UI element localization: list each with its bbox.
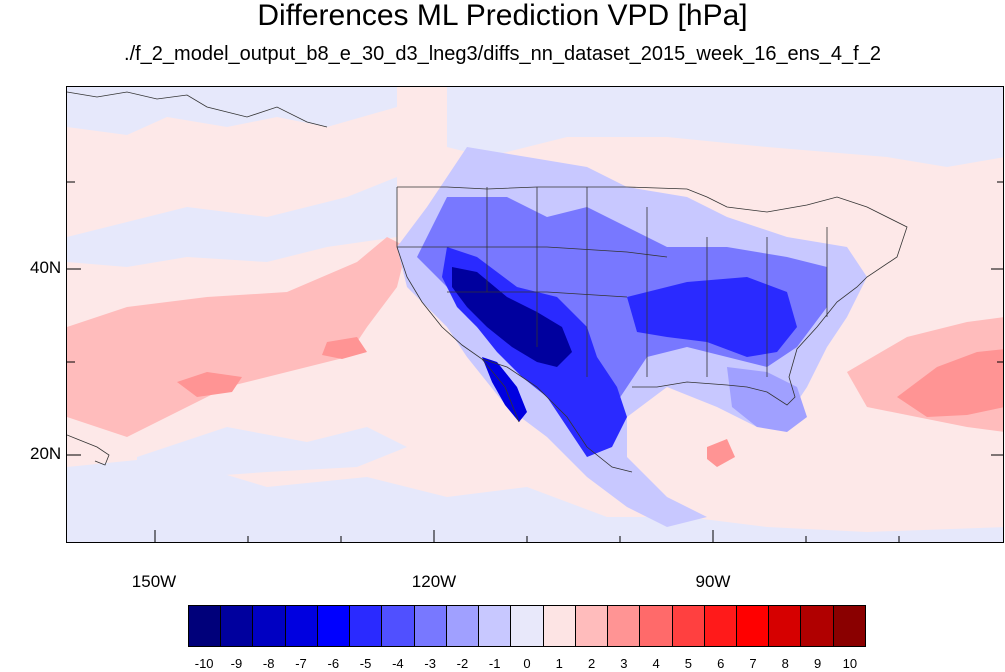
north-pacific-negative-2 <box>447 87 1003 167</box>
hawaii-outline <box>67 434 110 466</box>
colorbar-tick-label: -7 <box>295 656 307 671</box>
colorbar-swatch <box>382 606 415 646</box>
colorbar-swatch <box>511 606 544 646</box>
colorbar-swatch <box>253 606 286 646</box>
colorbar-tick-label: -8 <box>262 656 275 671</box>
pacific-positive-patch-1 <box>177 372 242 397</box>
colorbar-swatch <box>350 606 383 646</box>
colorbar-swatch <box>704 606 737 646</box>
colorbar-swatch <box>801 606 834 646</box>
colorbar-swatch <box>446 606 480 646</box>
pacific-positive-band <box>67 237 407 437</box>
colorbar-tick-label: -1 <box>488 656 501 671</box>
colorbar-tick-label: -2 <box>456 656 469 671</box>
colorbar-swatch <box>575 606 609 646</box>
map-ticks <box>67 181 1003 542</box>
colorbar-tick-label: 5 <box>684 656 693 671</box>
map-panel <box>66 86 1004 543</box>
colorbar-tick-label: -3 <box>424 656 436 671</box>
colorbar-swatch <box>769 606 802 646</box>
lon-label-90w: 90W <box>695 572 731 591</box>
mid-pacific-light-blue <box>137 427 407 482</box>
atlantic-positive-core <box>897 349 1003 417</box>
colorbar-tick-label: 6 <box>717 656 725 671</box>
chart-subtitle: ./f_2_model_output_b8_e_30_d3_lneg3/diff… <box>124 43 881 65</box>
colorbar-swatch <box>414 606 447 646</box>
colorbar-swatch <box>221 606 254 646</box>
lon-label-120w: 120W <box>411 572 457 591</box>
south-pacific-negative <box>67 457 1003 542</box>
colorbar-tick-label: 7 <box>749 656 757 671</box>
colorbar-swatch <box>608 606 641 646</box>
colorbar-tick-label: 9 <box>813 656 822 671</box>
colorbar-swatch <box>672 606 705 646</box>
colorbar-swatch <box>833 606 865 646</box>
colorbar-tick-label: 3 <box>620 656 628 671</box>
colorbar-tick-label: 8 <box>781 656 789 671</box>
southeast-negative-core <box>627 277 797 357</box>
map-canvas <box>67 87 1003 542</box>
colorbar-swatch <box>543 606 576 646</box>
colorbar-tick-label: -5 <box>359 656 372 671</box>
colorbar-tick-label: -10 <box>194 656 214 671</box>
lon-label-150w: 150W <box>131 572 177 591</box>
colorbar <box>188 605 866 647</box>
colorbar-tick-label: 1 <box>555 656 563 671</box>
colorbar-tick-label: 2 <box>587 656 596 671</box>
caribbean-positive-patch <box>707 439 735 467</box>
north-pacific-band <box>67 177 397 267</box>
gulf-negative <box>727 367 807 432</box>
colorbar-tick-label: 0 <box>523 656 531 671</box>
colorbar-swatch <box>285 606 318 646</box>
colorbar-tick-label: 10 <box>842 656 858 671</box>
colorbar-swatch <box>479 606 512 646</box>
chart-title: Differences ML Prediction VPD [hPa] <box>257 0 748 32</box>
coastline-outlines <box>396 186 908 473</box>
colorbar-tick-label: -4 <box>392 656 404 671</box>
lat-label-20n: 20N <box>30 444 62 463</box>
colorbar-tick-label: -9 <box>230 656 243 671</box>
colorbar-tick-label: -6 <box>327 656 340 671</box>
lat-label-40n: 40N <box>30 258 62 277</box>
pacific-positive-patch-2 <box>322 337 367 359</box>
colorbar-swatch <box>736 606 770 646</box>
colorbar-swatch <box>317 606 351 646</box>
alaska-outline <box>67 91 328 128</box>
colorbar-swatch <box>640 606 673 646</box>
colorbar-tick-label: 4 <box>652 656 660 671</box>
north-pacific-negative-region <box>67 87 397 135</box>
colorbar-swatch <box>189 606 222 646</box>
